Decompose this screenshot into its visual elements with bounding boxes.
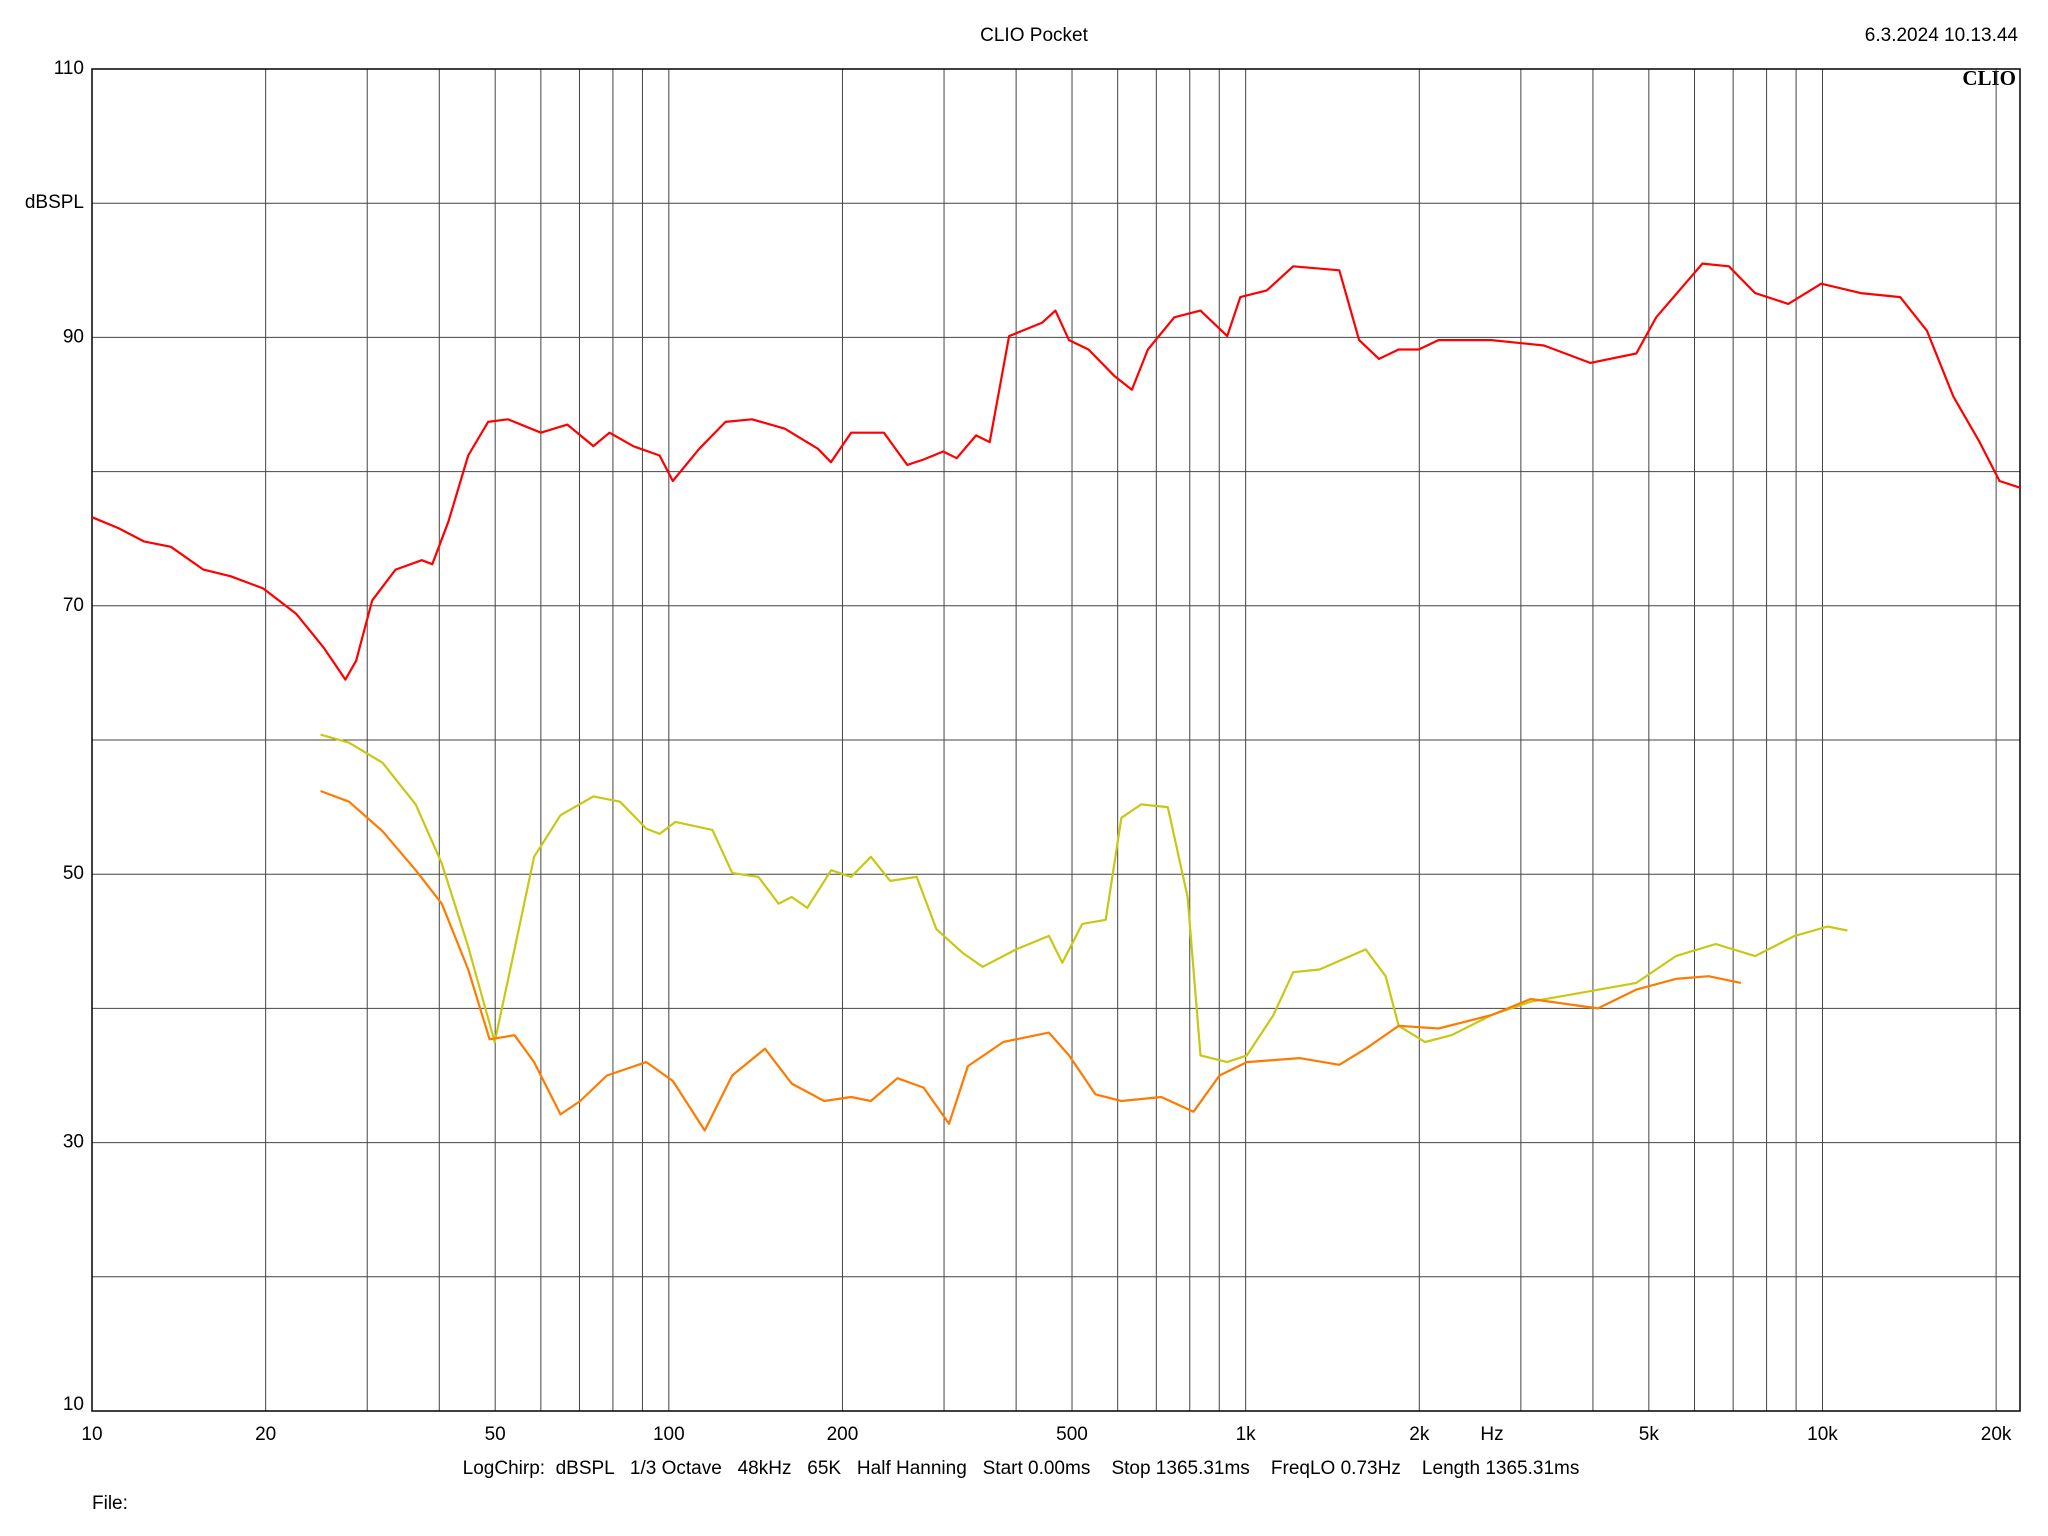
series-line (320, 733, 1848, 1064)
logo: CLIO (1962, 66, 2016, 90)
chart-title: CLIO Pocket (980, 25, 1088, 46)
y-tick-label: 50 (63, 863, 84, 884)
y-tick-label: 90 (63, 326, 84, 347)
footer: LogChirp: dBSPL 1/3 Octave 48kHz 65K Hal… (463, 1458, 1580, 1479)
x-tick-label: 10 (81, 1424, 102, 1445)
series-line (91, 262, 2021, 681)
y-axis-label: dBSPL (25, 192, 84, 213)
timestamp: 6.3.2024 10.13.44 (1865, 25, 2019, 46)
y-tick-label: 10 (63, 1394, 84, 1415)
y-tick-label: 70 (63, 595, 84, 616)
x-tick-label: 5k (1639, 1424, 1660, 1445)
x-tick-label: 500 (1056, 1424, 1088, 1445)
plot-frame (91, 68, 2021, 1412)
x-tick-label: 20k (1981, 1424, 2012, 1445)
y-tick-label: 30 (63, 1132, 84, 1153)
x-tick-label: 10k (1807, 1424, 1838, 1445)
x-tick-label: 2k (1409, 1424, 1430, 1445)
x-axis-label: Hz (1480, 1424, 1503, 1445)
x-tick-label: 200 (827, 1424, 859, 1445)
x-tick-label: 100 (653, 1424, 685, 1445)
file-label: File: (92, 1493, 128, 1514)
x-tick-label: 20 (255, 1424, 276, 1445)
x-tick-label: 1k (1236, 1424, 1257, 1445)
x-tick-label: 50 (485, 1424, 506, 1445)
y-tick-label: 110 (54, 58, 84, 79)
series-line (320, 789, 1742, 1132)
